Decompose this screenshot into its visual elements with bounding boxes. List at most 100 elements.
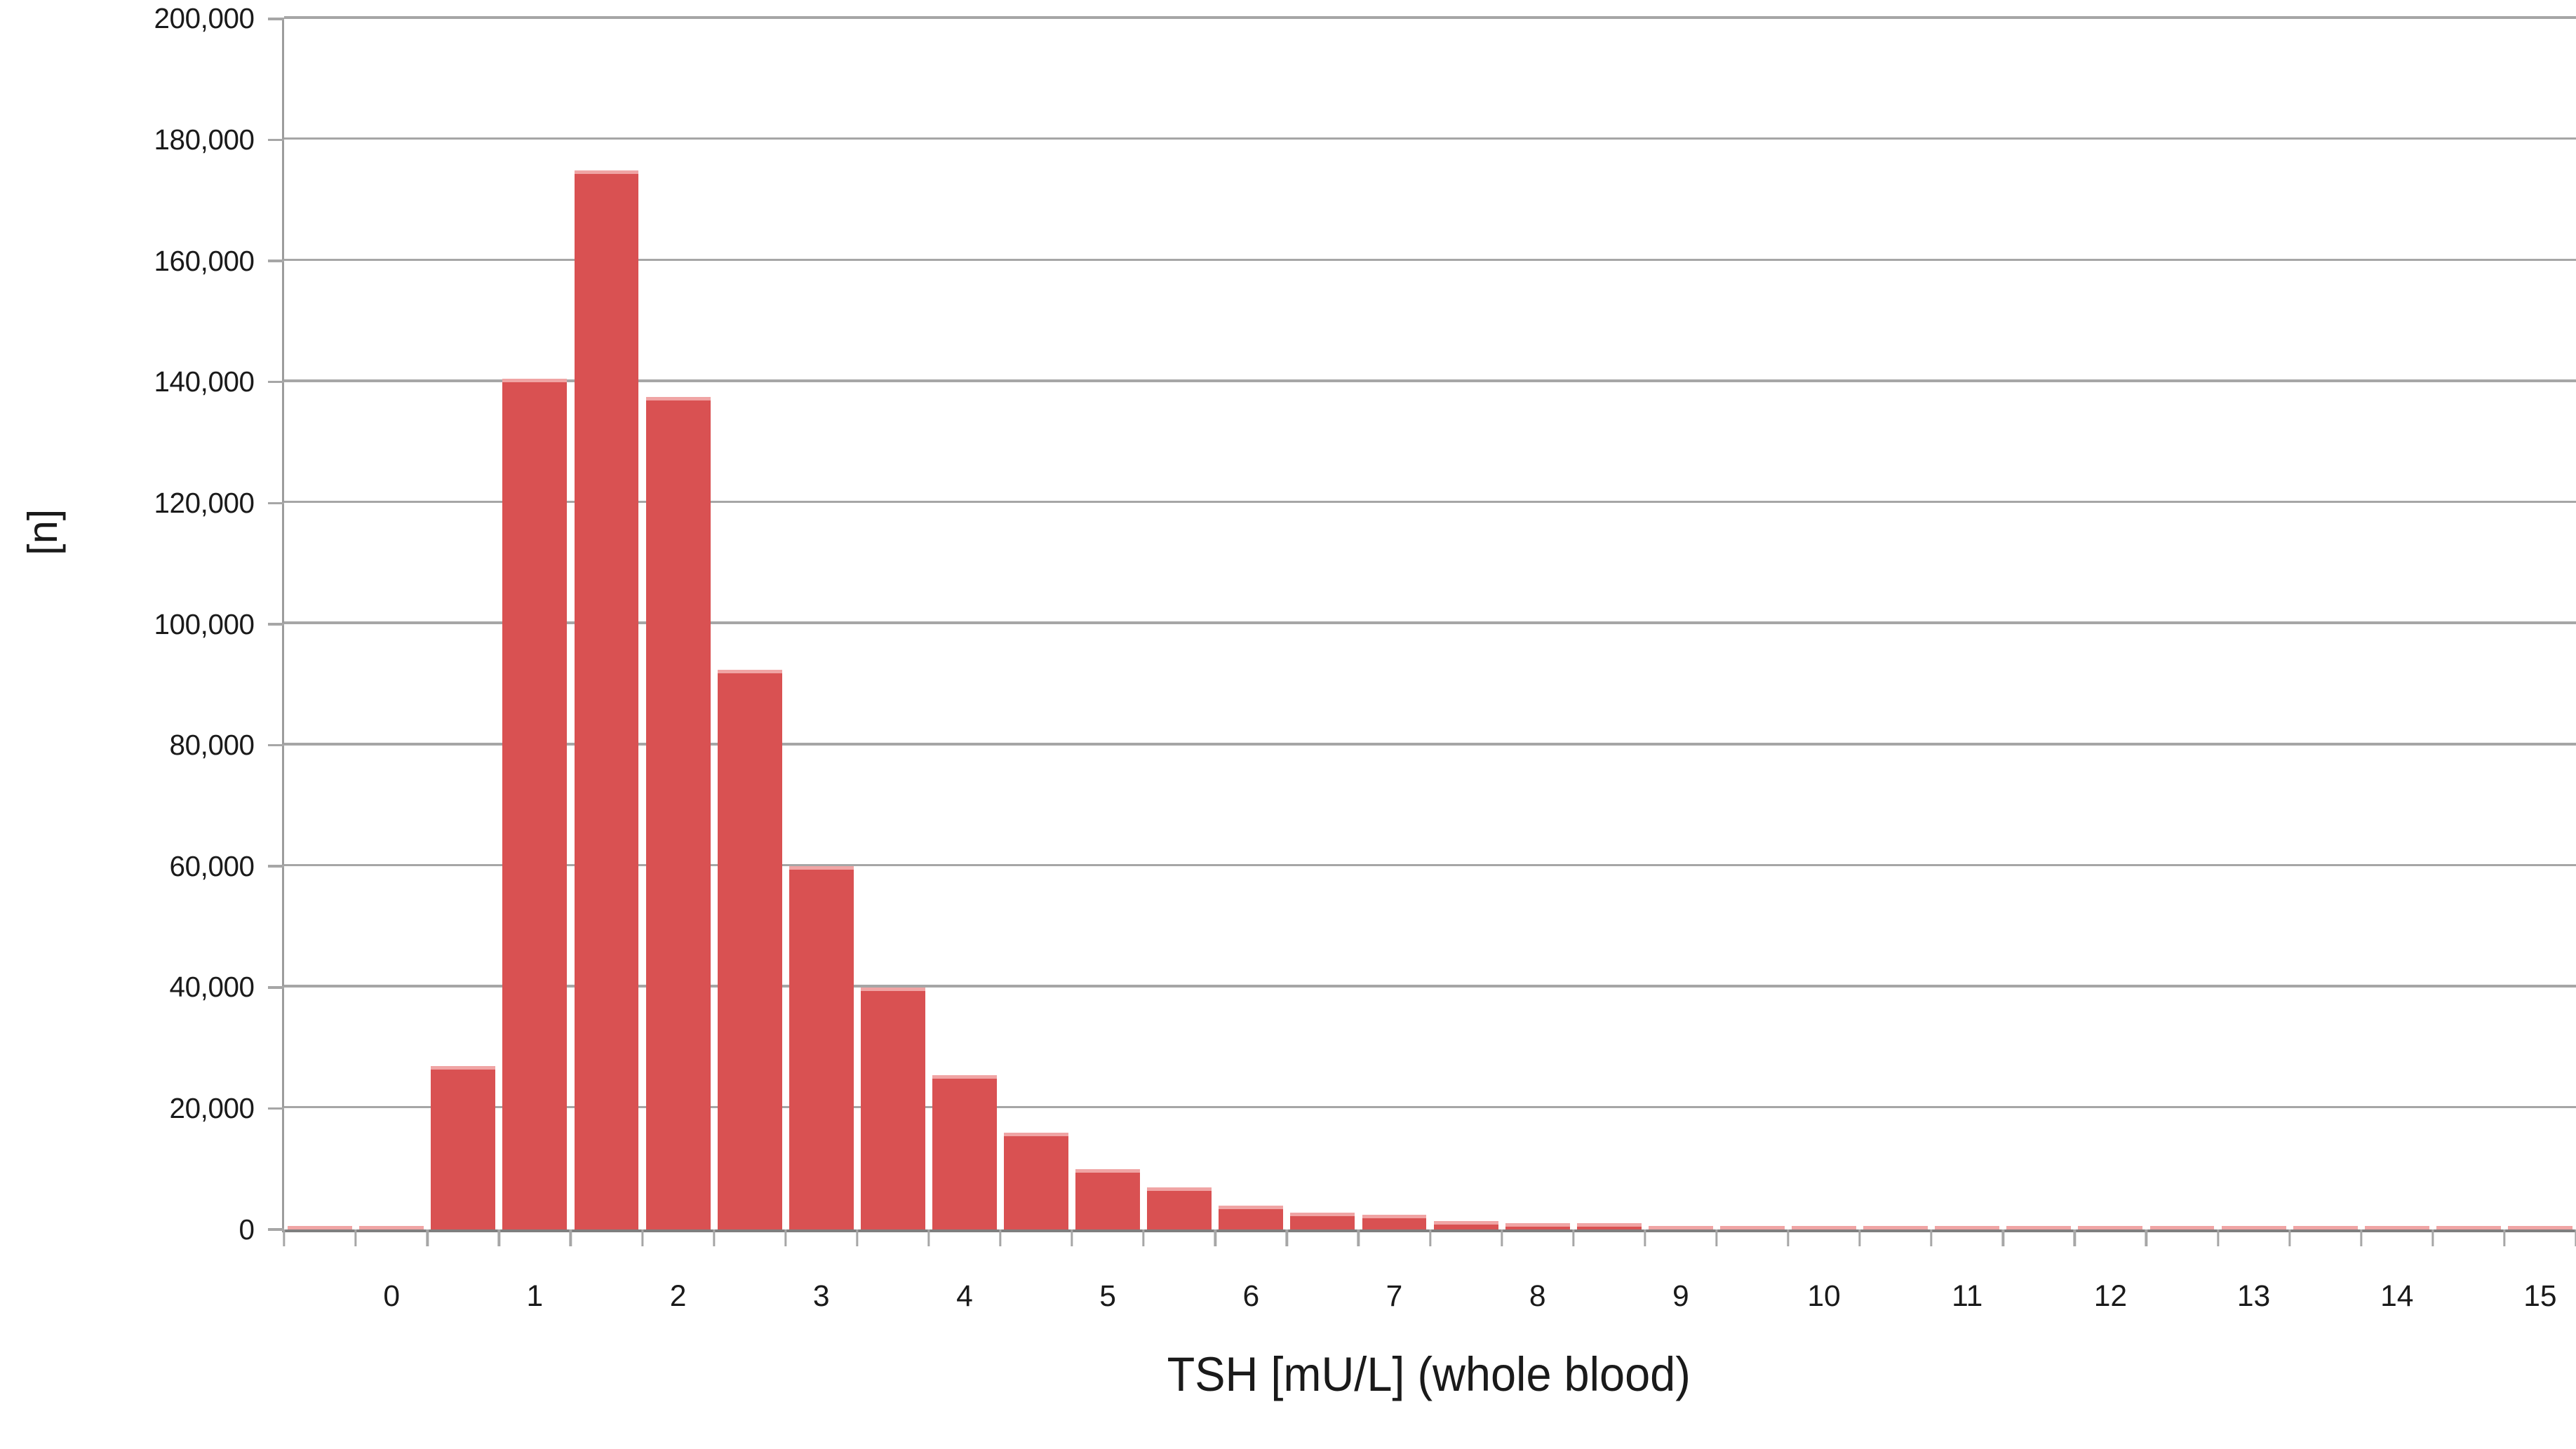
bar	[2293, 1226, 2358, 1230]
bar	[1505, 1223, 1570, 1230]
bar	[2078, 1226, 2143, 1230]
x-axis-tick	[2360, 1229, 2363, 1246]
bar	[2221, 1226, 2286, 1230]
bar	[1433, 1221, 1498, 1230]
y-tick-label: 80,000	[169, 729, 255, 762]
x-tick-label: 5	[1099, 1279, 1116, 1314]
y-axis-tick	[268, 865, 285, 868]
x-axis-tick	[2073, 1229, 2076, 1246]
y-tick-label: 20,000	[169, 1092, 255, 1125]
gridline	[284, 863, 2576, 867]
bar	[645, 397, 711, 1230]
y-axis-tick	[268, 380, 285, 384]
x-axis-tick	[1930, 1229, 1933, 1246]
bar	[2507, 1226, 2572, 1230]
x-axis-tick	[569, 1229, 572, 1246]
x-axis-tick	[927, 1229, 930, 1246]
x-axis-tick	[1572, 1229, 1575, 1246]
x-axis-tick	[1071, 1229, 1073, 1246]
x-axis-tick	[640, 1229, 644, 1246]
y-axis-tick	[268, 18, 285, 20]
x-tick-label: 3	[812, 1279, 830, 1314]
bar	[1792, 1226, 1856, 1230]
gridline	[284, 16, 2576, 19]
x-axis-tick	[999, 1229, 1002, 1246]
x-axis-tick	[1715, 1229, 1718, 1246]
x-tick-label: 10	[1807, 1279, 1841, 1314]
gridline	[284, 1105, 2576, 1109]
x-axis-tick	[2503, 1229, 2506, 1246]
bar	[1075, 1168, 1141, 1230]
bar	[1719, 1226, 1785, 1230]
plot-area: 0 20,000 40,000 60,000 80,000 100,000 120,000 1…	[154, 4, 2576, 1312]
bar	[431, 1066, 496, 1230]
y-axis-tick	[268, 1228, 285, 1231]
x-tick-label: 8	[1529, 1279, 1546, 1314]
y-tick-label: 180,000	[154, 123, 255, 156]
bar	[1863, 1226, 1928, 1230]
gridline	[284, 258, 2576, 262]
bar	[1219, 1205, 1284, 1230]
x-axis-title: TSH [mU/L] (whole blood)	[282, 1347, 2576, 1401]
x-tick-label: 2	[669, 1279, 687, 1314]
x-axis-tick	[856, 1229, 859, 1246]
x-axis-title-text: TSH [mU/L] (whole blood)	[1167, 1347, 1691, 1401]
x-axis-tick	[2001, 1229, 2004, 1246]
y-tick-label: 120,000	[154, 487, 255, 520]
y-tick-label: 40,000	[169, 971, 255, 1004]
bar	[860, 987, 925, 1230]
y-tick-label: 100,000	[154, 607, 255, 640]
gridline	[284, 379, 2576, 382]
bar	[932, 1075, 997, 1230]
y-axis-tick	[268, 1107, 285, 1110]
bar	[2364, 1226, 2429, 1230]
bar	[1147, 1187, 1212, 1230]
x-axis-tick	[1644, 1229, 1646, 1246]
x-axis-tick	[1500, 1229, 1503, 1246]
x-axis-tick	[1787, 1229, 1790, 1246]
bar	[288, 1226, 353, 1230]
y-tick-label: 160,000	[154, 244, 255, 277]
bar	[2006, 1226, 2072, 1230]
x-tick-label: 4	[956, 1279, 973, 1314]
x-tick-label: 7	[1386, 1279, 1403, 1314]
x-axis-tick	[784, 1229, 787, 1246]
gridline	[284, 743, 2576, 746]
bar	[359, 1226, 424, 1230]
x-tick-label: 13	[2236, 1279, 2271, 1314]
x-axis-tick	[354, 1229, 357, 1246]
x-axis-tick	[2145, 1229, 2148, 1246]
bar	[502, 379, 568, 1230]
x-axis-tick	[1357, 1229, 1360, 1246]
x-axis-tick	[2288, 1229, 2291, 1246]
y-axis-tick	[268, 260, 285, 262]
gridline	[284, 621, 2576, 624]
x-tick-label: 11	[1952, 1279, 1983, 1314]
y-axis-tick	[268, 623, 285, 626]
bar	[1935, 1226, 2000, 1230]
y-axis-tick	[268, 986, 285, 989]
y-tick-label: 140,000	[154, 365, 255, 398]
x-tick-label: 0	[383, 1279, 401, 1314]
x-axis-tick	[2575, 1229, 2576, 1246]
y-tick-label: 0	[239, 1213, 255, 1246]
y-axis-title: [n]	[18, 508, 66, 556]
x-tick-label: 15	[2523, 1279, 2557, 1314]
x-axis-tick	[1142, 1229, 1145, 1246]
bar	[1362, 1215, 1427, 1230]
bar	[717, 669, 782, 1230]
x-axis-tick	[1858, 1229, 1861, 1246]
x-axis-tick	[1428, 1229, 1432, 1246]
bar	[1290, 1212, 1355, 1230]
y-tick-label: 60,000	[169, 850, 255, 883]
gridline	[284, 985, 2576, 988]
x-axis-tick	[426, 1229, 429, 1246]
bar	[1648, 1225, 1713, 1230]
bar	[789, 866, 854, 1230]
x-axis-tick	[1285, 1229, 1288, 1246]
x-axis-tick	[497, 1229, 500, 1246]
x-axis-tick	[2216, 1229, 2220, 1246]
x-tick-label: 12	[2093, 1279, 2128, 1314]
bar	[2149, 1226, 2215, 1230]
